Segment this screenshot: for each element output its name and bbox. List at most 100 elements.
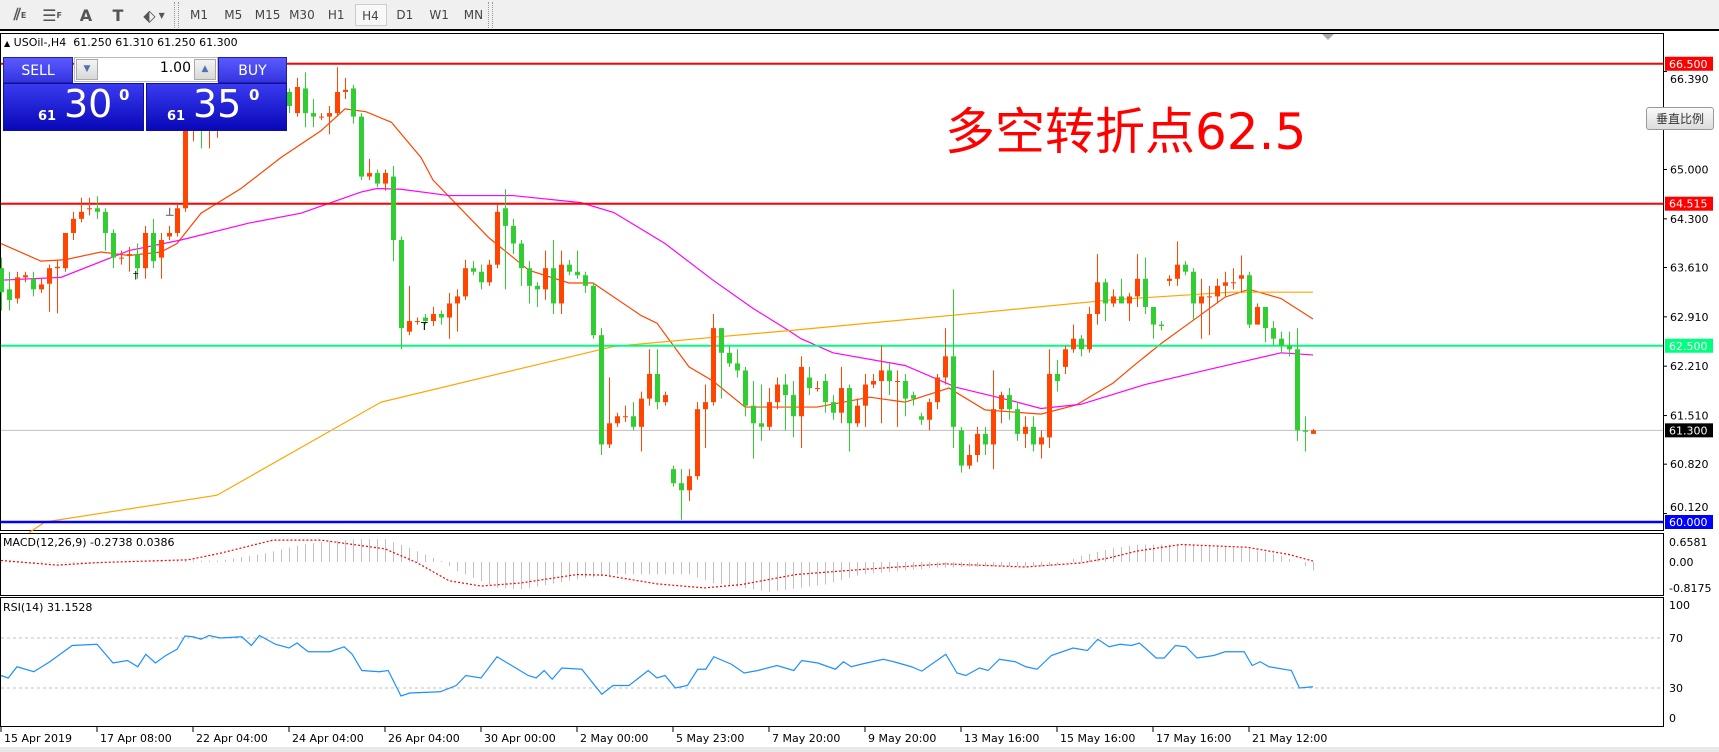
candle-body [1159, 324, 1164, 327]
dropdown-arrow-icon[interactable]: ▼ [158, 10, 165, 20]
candle [607, 377, 612, 448]
timeframe-m1[interactable]: M1 [190, 8, 208, 22]
candle [1231, 268, 1236, 290]
candle [311, 99, 316, 128]
candle-body [711, 328, 716, 403]
sell-button[interactable]: SELL [3, 57, 73, 83]
candle-body [903, 381, 908, 399]
candle-body [159, 240, 164, 258]
candle-body [519, 243, 524, 269]
candle [319, 113, 324, 121]
collapse-triangle-icon[interactable]: ▲ [4, 39, 11, 48]
rsi-axis-label: 70 [1669, 632, 1683, 645]
candle [1223, 271, 1228, 297]
time-axis-label: 30 Apr 00:00 [484, 732, 556, 745]
candle-body [887, 370, 892, 381]
timeframe-w1[interactable]: W1 [429, 8, 449, 22]
candle [1207, 285, 1212, 336]
candle [1263, 306, 1268, 343]
buy-button[interactable]: BUY [218, 57, 287, 83]
increase-lot-button[interactable]: ▲ [194, 59, 216, 80]
candle [295, 77, 300, 117]
rsi-panel-frame [0, 597, 1664, 727]
lot-size-input[interactable]: 1.00 [159, 60, 191, 76]
candle [519, 240, 524, 286]
candle-body [871, 381, 876, 385]
candle [159, 232, 164, 279]
candle-body [127, 254, 132, 256]
candle-body [591, 285, 596, 336]
candle-body [143, 232, 148, 269]
timeframe-m5[interactable]: M5 [224, 8, 243, 22]
candle-body [743, 370, 748, 406]
candle [879, 345, 884, 424]
candle-body [895, 381, 900, 382]
vertical-scale-button[interactable]: 垂直比例 [1646, 107, 1714, 130]
chart-marker: T [420, 320, 428, 333]
timeframe-m30[interactable]: M30 [289, 8, 315, 22]
price-axis-label: 60.120 [1670, 501, 1709, 514]
chart-shift-marker-icon[interactable] [1322, 34, 1334, 40]
candle-body [671, 469, 676, 484]
candle-body [527, 268, 532, 286]
candle [903, 373, 908, 417]
candle-body [823, 381, 828, 403]
candle-body [551, 268, 556, 304]
arrows-icon[interactable]: ⬖ ▼ [143, 5, 165, 25]
decrease-lot-button[interactable]: ▼ [76, 59, 98, 80]
candle [39, 278, 44, 293]
text-label-icon[interactable]: T [112, 5, 124, 25]
candle-body [863, 384, 868, 406]
candle [1279, 331, 1284, 353]
time-axis-label: 26 Apr 04:00 [388, 732, 460, 745]
price-line-label: 62.500 [1669, 340, 1708, 353]
price-axis-label: 64.300 [1670, 213, 1709, 226]
timeframe-h4[interactable]: H4 [354, 4, 387, 26]
time-axis-label: 21 May 12:00 [1252, 732, 1327, 745]
text-icon[interactable]: A [79, 5, 93, 25]
candle [703, 384, 708, 448]
buy-price[interactable]: 61 35 0 [146, 82, 287, 131]
macd-label: MACD(12,26,9) -0.2738 0.0386 [3, 536, 175, 549]
timeframe-m15[interactable]: M15 [254, 8, 281, 22]
candle-body [95, 208, 100, 212]
candle-body [751, 405, 756, 424]
price-line-label-box [1665, 338, 1713, 353]
rsi-axis-label: 0 [1669, 712, 1676, 725]
candle-body [807, 377, 812, 389]
candle [447, 292, 452, 339]
candle [575, 250, 580, 279]
fibonacci-icon[interactable]: ☰ F [42, 5, 62, 25]
candle [31, 271, 36, 297]
candle [1303, 416, 1308, 452]
candle [111, 229, 116, 269]
candle [287, 88, 292, 114]
candle [1111, 289, 1116, 307]
toolbar: ⫽ E ☰ F A T ⬖ ▼ M1 M5 M15 M30 H1 H4 D1 W1 MN [0, 0, 1719, 31]
candle [0, 257, 4, 311]
candle-body [687, 476, 692, 491]
candle [1167, 275, 1172, 286]
time-axis-label: 17 Apr 08:00 [100, 732, 172, 745]
candle-body [759, 423, 764, 427]
timeframe-d1[interactable]: D1 [396, 8, 414, 22]
lot-size-stepper[interactable]: ▼ 1.00 ▲ [74, 57, 218, 82]
candle [743, 366, 748, 417]
elliott-wave-icon[interactable]: ⫽ E [13, 5, 27, 24]
candle-body [967, 455, 972, 466]
candle [1215, 278, 1220, 304]
candle [631, 402, 636, 431]
candle-body [719, 328, 724, 353]
candle-body [1087, 314, 1092, 350]
candle-body [303, 88, 308, 114]
candle-body [767, 402, 772, 427]
sell-price[interactable]: 61 30 0 [3, 82, 144, 131]
candle [823, 373, 828, 413]
candle [103, 208, 108, 251]
candle [1055, 359, 1060, 392]
candle-body [1199, 296, 1204, 304]
timeframe-mn[interactable]: MN [463, 8, 484, 22]
timeframe-h1[interactable]: H1 [327, 8, 345, 22]
candle-body [583, 275, 588, 286]
